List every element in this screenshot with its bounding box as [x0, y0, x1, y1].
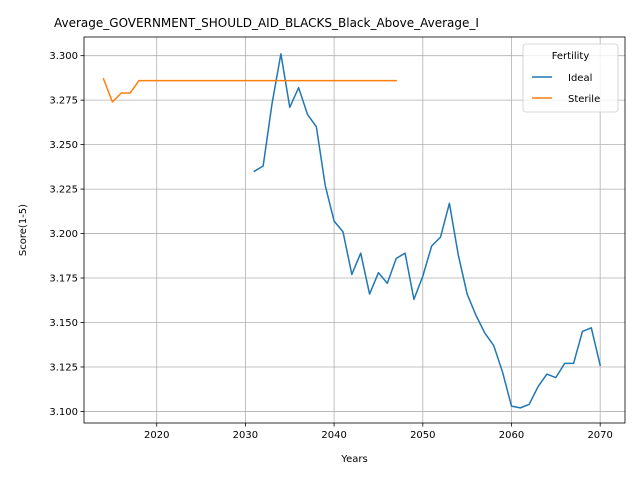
chart-title: Average_GOVERNMENT_SHOULD_AID_BLACKS_Bla…	[54, 16, 479, 30]
y-tick-label: 3.225	[49, 185, 78, 196]
legend-label-ideal: Ideal	[568, 73, 592, 84]
y-tick-label: 3.275	[49, 96, 78, 107]
y-axis-ticks: 3.100 3.125 3.150 3.175 3.200 3.225 3.250 3.275…	[49, 51, 84, 418]
x-tick-label: 2050	[410, 430, 435, 441]
y-tick-label: 3.100	[49, 407, 78, 418]
y-tick-label: 3.125	[49, 362, 78, 373]
grid-lines	[84, 37, 625, 423]
plot-frame	[83, 36, 626, 424]
series-line-ideal	[253, 53, 602, 409]
y-tick-label: 3.300	[49, 51, 78, 62]
y-tick-label: 3.175	[49, 274, 78, 285]
x-tick-label: 2040	[321, 430, 346, 441]
x-tick-label: 2020	[144, 430, 169, 441]
x-axis-label: Years	[340, 454, 367, 465]
x-axis-ticks: 2020 2030 2040 2050 2060 2070	[144, 423, 613, 441]
y-tick-label: 3.150	[49, 318, 78, 329]
y-tick-label: 3.200	[49, 229, 78, 240]
legend-box	[522, 43, 619, 113]
y-tick-label: 3.250	[49, 140, 78, 151]
legend-label-sterile: Sterile	[568, 94, 600, 105]
legend-title: Fertility	[552, 51, 590, 62]
x-tick-label: 2060	[499, 430, 524, 441]
x-tick-label: 2030	[233, 430, 258, 441]
series-line-sterile	[102, 77, 397, 103]
x-tick-label: 2070	[587, 430, 612, 441]
legend: Fertility Ideal Sterile	[522, 43, 619, 113]
y-axis-label: Score(1-5)	[18, 204, 29, 256]
series-lines	[102, 53, 602, 409]
